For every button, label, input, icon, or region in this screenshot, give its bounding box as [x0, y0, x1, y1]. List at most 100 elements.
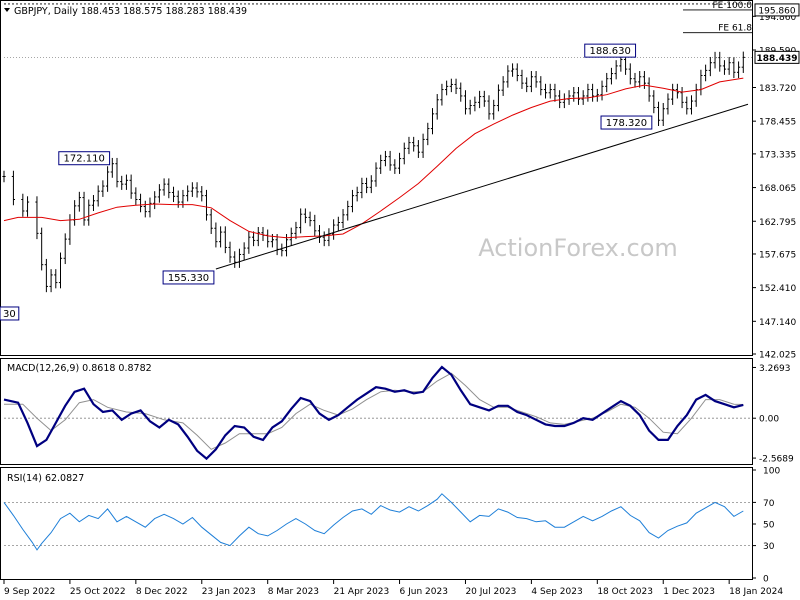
- price-bar: [190, 182, 194, 197]
- price-bar: [58, 252, 63, 289]
- price-bar: [129, 174, 133, 199]
- price-bar: [689, 95, 694, 115]
- price-bar: [609, 67, 614, 85]
- price-annotation-label: 188.630: [589, 46, 630, 57]
- level-label-text: 195.860: [758, 6, 795, 16]
- date-axis-label: 9 Sep 2022: [4, 587, 55, 597]
- price-bar: [153, 191, 157, 210]
- price-bar: [44, 258, 48, 293]
- price-bar: [322, 231, 326, 247]
- price-axis-label: 168.065: [759, 184, 796, 194]
- price-axis-label: 142.025: [759, 351, 796, 361]
- price-bar: [228, 241, 232, 263]
- date-axis-label: 25 Oct 2022: [70, 587, 126, 597]
- macd-axis-label: -2.5689: [759, 455, 794, 465]
- price-bar: [332, 219, 336, 240]
- price-bar: [294, 221, 298, 240]
- price-axis-label: 178.455: [759, 118, 796, 128]
- price-bar: [256, 226, 260, 247]
- price-bar: [49, 269, 53, 293]
- price-bar: [600, 80, 604, 101]
- price-bar: [543, 83, 548, 99]
- level-label: 195.860: [754, 3, 800, 16]
- price-bar: [666, 93, 670, 115]
- price-annotation-box: [58, 151, 111, 166]
- price-bar: [539, 76, 543, 96]
- price-bar: [445, 80, 449, 96]
- price-bar: [313, 214, 317, 237]
- price-bar: [200, 186, 204, 202]
- price-bar: [430, 108, 435, 135]
- price-bar: [308, 211, 312, 227]
- price-bar: [96, 185, 100, 207]
- price-bar: [506, 65, 510, 88]
- price-bar: [407, 136, 411, 155]
- price-bar: [652, 90, 656, 114]
- price-bar: [647, 77, 651, 102]
- price-bar: [496, 84, 501, 112]
- price-annotations-layer: 172.110 155.330 188.630 178.320 30: [0, 43, 653, 321]
- price-annotation-box: [0, 306, 20, 321]
- date-axis-label: 18 Oct 2023: [597, 587, 653, 597]
- price-bar: [393, 159, 397, 174]
- price-bar: [289, 227, 293, 246]
- price-bar: [449, 78, 453, 93]
- price-bar: [299, 208, 303, 234]
- fib-level-label: FE 100.0: [713, 1, 753, 11]
- price-bar: [534, 71, 538, 88]
- price-bar: [195, 182, 199, 198]
- price-bar: [374, 162, 378, 187]
- price-bar: [388, 150, 392, 171]
- price-bar: [87, 199, 91, 226]
- price-bar: [209, 209, 213, 235]
- last-price-label: 188.439: [754, 50, 800, 64]
- price-bar: [148, 197, 152, 218]
- price-bar: [341, 209, 345, 229]
- price-bar: [732, 56, 736, 79]
- rsi-axis-label: 70: [763, 499, 775, 509]
- price-bar: [397, 152, 402, 174]
- last-price-text: 188.439: [757, 54, 798, 64]
- price-annotation-label: 30: [3, 309, 16, 320]
- macd-layer: 3.2693 0.00 -2.5689: [3, 364, 794, 465]
- price-bar: [656, 101, 661, 126]
- price-bar: [350, 189, 355, 213]
- price-bar: [487, 95, 491, 120]
- date-axis-label: 23 Jan 2023: [202, 587, 256, 597]
- price-annotation-box: [584, 43, 637, 58]
- price-bar: [115, 157, 119, 188]
- rsi-axis-label: 50: [763, 521, 775, 531]
- macd-line: [3, 365, 744, 461]
- price-bar: [553, 83, 557, 102]
- price-axis-label: 183.720: [759, 84, 796, 94]
- price-bar: [336, 216, 340, 231]
- macd-panel-header: MACD(12,26,9) 0.8618 0.8782: [7, 363, 152, 374]
- price-bar: [685, 96, 689, 115]
- fib-levels-layer: FE 100.0 FE 61.8: [4, 1, 753, 58]
- price-bar: [110, 157, 114, 178]
- price-bar: [704, 64, 708, 82]
- price-bar: [435, 94, 439, 120]
- price-bar: [454, 78, 458, 95]
- price-bar: [162, 178, 166, 196]
- price-bar: [482, 90, 486, 107]
- price-bar: [473, 96, 477, 112]
- price-bar: [463, 90, 468, 115]
- price-bar: [186, 185, 190, 202]
- price-bar: [157, 184, 161, 203]
- price-bar: [11, 170, 16, 206]
- price-bar: [722, 60, 727, 75]
- price-bar: [558, 90, 562, 109]
- trendline-layer: [215, 103, 749, 270]
- price-bar: [501, 76, 505, 96]
- price-annotation-label: 178.320: [606, 118, 647, 129]
- rsi-axis-label: 100: [763, 467, 780, 477]
- rsi-axis-label: 30: [763, 542, 775, 552]
- header-triangle-icon: [4, 8, 10, 12]
- price-bar: [459, 82, 463, 102]
- price-bar: [105, 166, 110, 192]
- price-bar: [204, 189, 209, 221]
- price-bar: [120, 175, 124, 190]
- price-bar: [171, 186, 176, 203]
- price-bar: [633, 72, 637, 88]
